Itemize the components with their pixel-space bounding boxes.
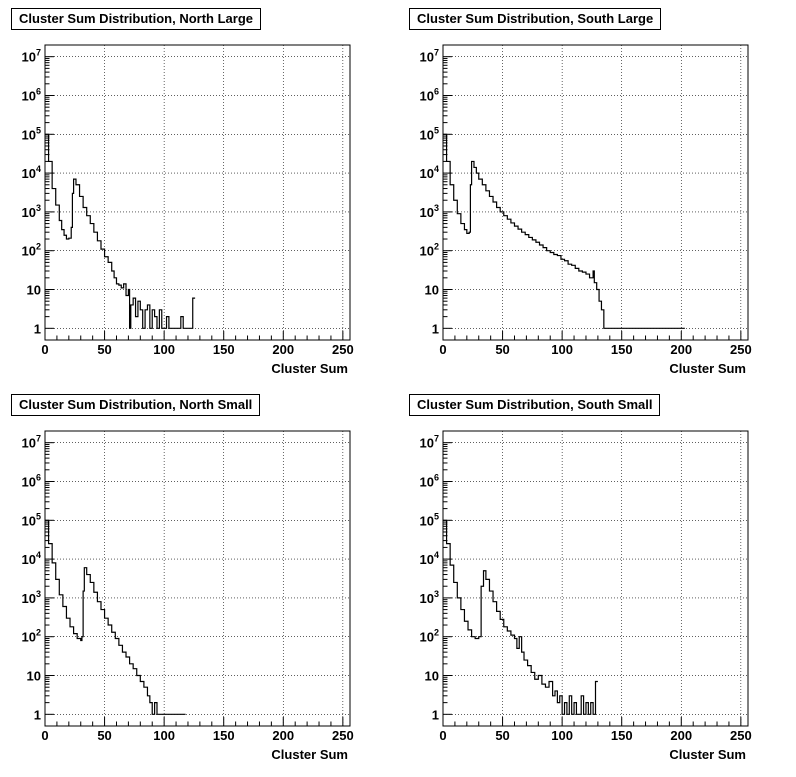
- x-tick-label: 100: [153, 342, 175, 357]
- y-tick-label: 10: [425, 283, 439, 298]
- histogram-panel-south-small: Cluster Sum Distribution, South Small 0 5…: [398, 386, 796, 772]
- x-tick-label: 150: [213, 342, 235, 357]
- x-tick-label: 200: [272, 728, 294, 743]
- histogram-plot: 0 50 100 150 200 250 1 10 102 103 104 105 106 107 Clus…: [22, 44, 354, 376]
- chart-title: Cluster Sum Distribution, South Large: [409, 8, 662, 30]
- chart-title: Cluster Sum Distribution, South Small: [409, 394, 661, 416]
- x-tick-label: 250: [730, 342, 752, 357]
- y-tick-label: 105: [420, 511, 439, 528]
- x-tick-label: 150: [213, 728, 235, 743]
- histogram-series: [443, 519, 598, 715]
- y-tick-label: 106: [22, 86, 41, 103]
- histogram-series: [45, 519, 186, 715]
- x-tick-label: 0: [41, 728, 48, 743]
- y-tick-label: 106: [420, 472, 439, 489]
- x-tick-label: 250: [332, 342, 354, 357]
- x-tick-label: 50: [495, 728, 509, 743]
- x-tick-label: 200: [670, 728, 692, 743]
- histogram-series: [443, 133, 685, 329]
- y-tick-label: 102: [420, 628, 439, 645]
- y-tick-label: 106: [420, 86, 439, 103]
- y-tick-label: 105: [420, 125, 439, 142]
- chart-title: Cluster Sum Distribution, North Small: [11, 394, 261, 416]
- x-tick-label: 0: [41, 342, 48, 357]
- y-tick-label: 10: [27, 283, 41, 298]
- x-tick-label: 50: [97, 342, 111, 357]
- x-tick-label: 50: [495, 342, 509, 357]
- y-tick-label: 103: [22, 203, 41, 220]
- histogram-plot: 0 50 100 150 200 250 1 10 102 103 104 105 106 107 Clus…: [420, 44, 752, 376]
- x-tick-label: 0: [439, 728, 446, 743]
- y-tick-label: 104: [22, 550, 41, 567]
- x-axis-title: Cluster Sum: [271, 361, 348, 376]
- histogram-panel-south-large: Cluster Sum Distribution, South Large 0 5…: [398, 0, 796, 385]
- x-axis-title: Cluster Sum: [271, 747, 348, 762]
- y-tick-label: 107: [22, 434, 41, 451]
- x-axis-title: Cluster Sum: [669, 747, 746, 762]
- y-tick-label: 10: [27, 669, 41, 684]
- chart-title: Cluster Sum Distribution, North Large: [11, 8, 262, 30]
- y-tick-label: 103: [420, 203, 439, 220]
- y-tick-label: 105: [22, 125, 41, 142]
- y-tick-label: 102: [22, 242, 41, 259]
- x-axis-title: Cluster Sum: [669, 361, 746, 376]
- y-tick-label: 1: [432, 707, 439, 722]
- histogram-plot: 0 50 100 150 200 250 1 10 102 103 104 105 106 107 Clus…: [420, 430, 752, 762]
- x-tick-label: 250: [332, 728, 354, 743]
- y-tick-label: 1: [34, 321, 41, 336]
- y-tick-label: 1: [432, 321, 439, 336]
- y-tick-label: 1: [34, 707, 41, 722]
- y-tick-label: 104: [420, 164, 439, 181]
- y-tick-label: 103: [420, 589, 439, 606]
- y-tick-label: 106: [22, 472, 41, 489]
- histogram-series: [45, 133, 196, 329]
- y-tick-label: 102: [420, 242, 439, 259]
- histogram-panel-north-large: Cluster Sum Distribution, North Large 0 5…: [0, 0, 398, 385]
- plot-frame: [442, 44, 749, 341]
- x-tick-label: 100: [551, 342, 573, 357]
- plot-frame: [44, 44, 351, 341]
- plot-frame: [44, 430, 351, 727]
- x-tick-label: 0: [439, 342, 446, 357]
- x-tick-label: 100: [551, 728, 573, 743]
- x-tick-label: 150: [611, 342, 633, 357]
- y-tick-label: 105: [22, 511, 41, 528]
- y-tick-label: 107: [420, 434, 439, 451]
- x-tick-label: 250: [730, 728, 752, 743]
- y-tick-label: 103: [22, 589, 41, 606]
- plot-frame: [442, 430, 749, 727]
- histogram-plot: 0 50 100 150 200 250 1 10 102 103 104 105 106 107 Clus…: [22, 430, 354, 762]
- x-tick-label: 100: [153, 728, 175, 743]
- x-tick-label: 200: [670, 342, 692, 357]
- histogram-panel-north-small: Cluster Sum Distribution, North Small 0 5…: [0, 386, 398, 772]
- x-tick-label: 50: [97, 728, 111, 743]
- y-tick-label: 104: [22, 164, 41, 181]
- y-tick-label: 10: [425, 669, 439, 684]
- y-tick-label: 107: [22, 48, 41, 65]
- y-tick-label: 104: [420, 550, 439, 567]
- y-tick-label: 107: [420, 48, 439, 65]
- x-tick-label: 200: [272, 342, 294, 357]
- y-tick-label: 102: [22, 628, 41, 645]
- x-tick-label: 150: [611, 728, 633, 743]
